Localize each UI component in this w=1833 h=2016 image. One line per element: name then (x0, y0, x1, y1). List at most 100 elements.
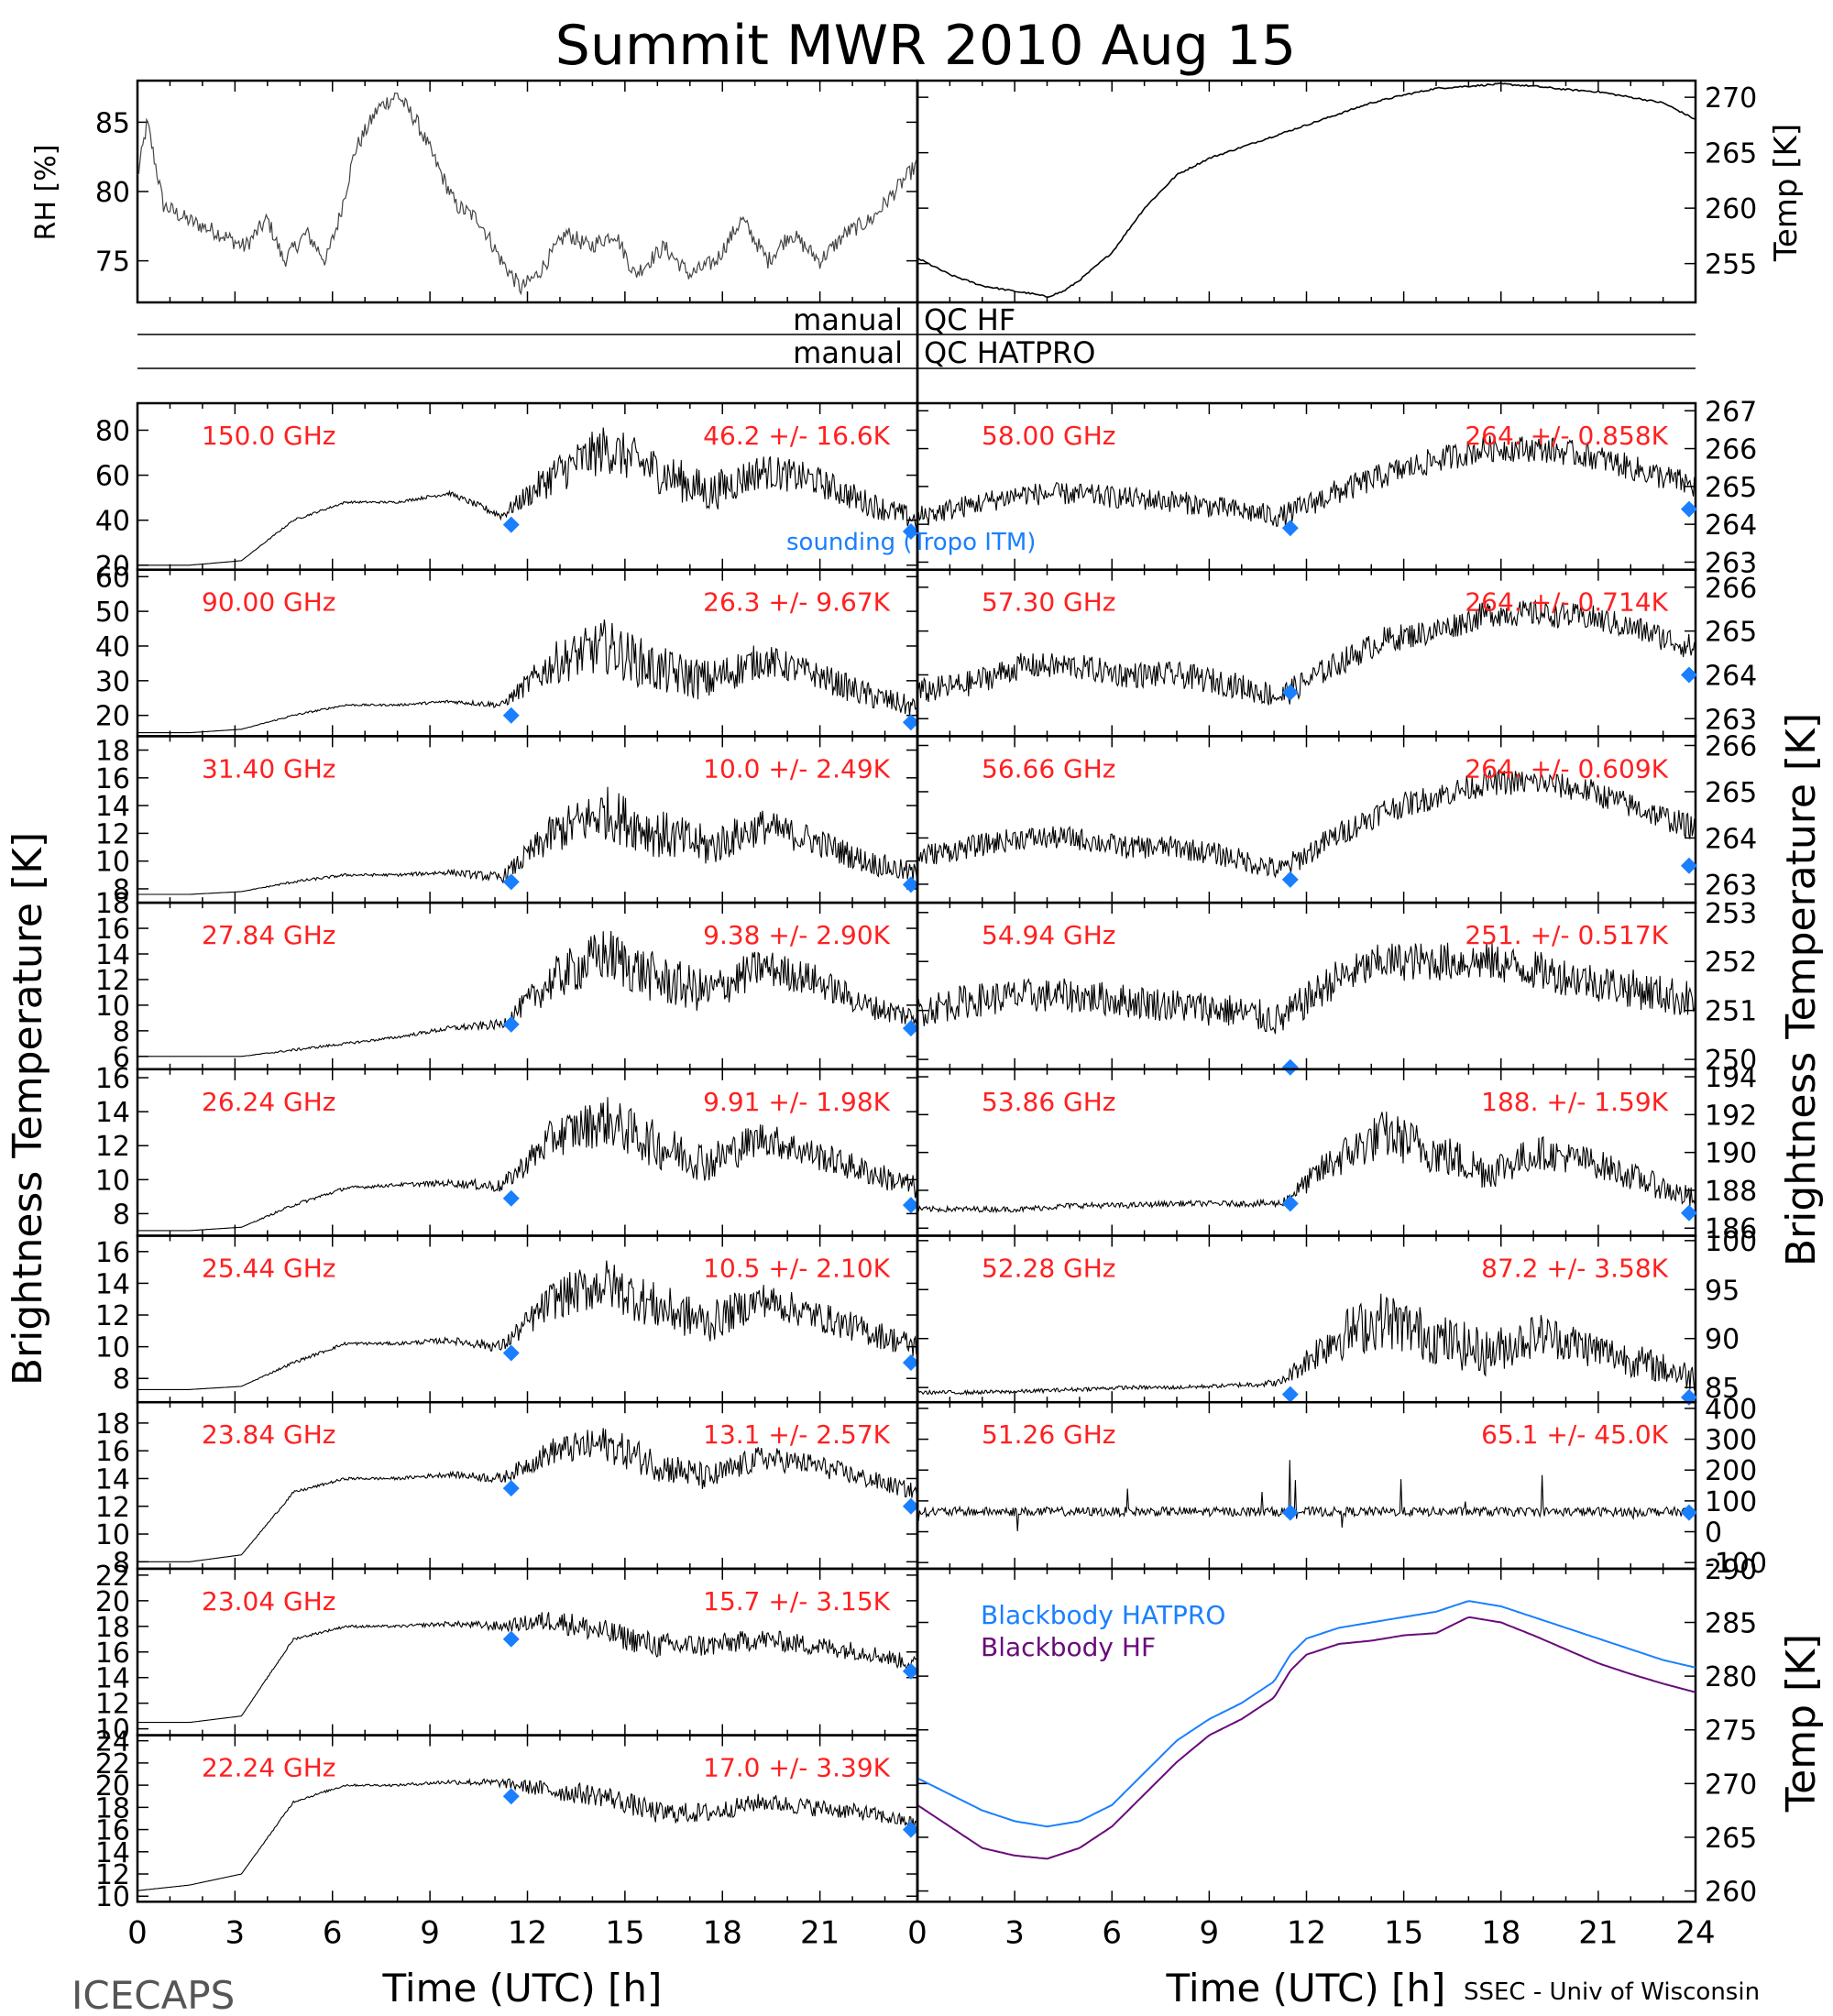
right-ylabel-brightness: Brightness Temperature [K] (1778, 713, 1825, 1266)
blackbody-hf-legend: Blackbody HF (981, 1632, 1156, 1662)
ch5228-sounding-marker (1281, 1386, 1299, 1403)
ch2224-sounding-marker (502, 1788, 520, 1805)
blackbody-hatpro-legend: Blackbody HATPRO (981, 1600, 1225, 1630)
ch2784-trace (137, 930, 918, 1057)
ch2624-sounding-marker (902, 1197, 919, 1214)
ch5386-panel-ytick-label: 186 (1705, 1213, 1757, 1245)
ch3140-sounding-marker (902, 876, 919, 893)
ch150-trace (137, 427, 918, 566)
ch3140-panel-ytick-label: 14 (95, 791, 130, 823)
blackbody-panel-ytick-label: 270 (1705, 1769, 1757, 1801)
ch2224-panel-ytick-label: 20 (95, 1770, 130, 1802)
ch90-sounding-marker (902, 714, 919, 731)
ch5800-panel-ytick-label: 263 (1705, 547, 1757, 579)
ch2384-panel-ytick-label: 14 (95, 1463, 130, 1496)
ch2544-trace (137, 1260, 918, 1390)
ch5666-freq-label: 56.66 GHz (982, 753, 1116, 783)
rh-panel-frame (136, 79, 919, 304)
ch2384-panel-ytick-label: 8 (113, 1547, 130, 1579)
ch5494-panel-ytick-label: 252 (1705, 947, 1757, 979)
temp-panel-ytick-label: 265 (1705, 138, 1757, 170)
ch90-stats-label: 26.3 +/- 9.67K (703, 587, 890, 618)
ch2784-sounding-marker (502, 1015, 520, 1033)
ch5386-sounding-marker (1281, 1195, 1299, 1212)
blackbody-panel-ytick-label: 275 (1705, 1715, 1757, 1748)
ch5730-stats-label: 264. +/- 0.714K (1465, 587, 1668, 618)
ch5386-stats-label: 188. +/- 1.59K (1481, 1087, 1668, 1117)
ch2304-panel-ytick-label: 10 (95, 1715, 130, 1747)
ch2304-panel-ytick-label: 18 (95, 1612, 130, 1644)
ch3140-panel-ytick-label: 8 (113, 874, 130, 906)
ch5386-panel-ytick-label: 192 (1705, 1100, 1757, 1132)
sounding-label: sounding (Tropo ITM) (786, 529, 1036, 556)
ch5800-sounding-marker (1680, 500, 1697, 518)
ch5126-panel-ytick-label: 400 (1705, 1394, 1757, 1426)
blackbody-panel-ytick-label: 290 (1705, 1554, 1757, 1586)
x-tick-label-right: 18 (1481, 1914, 1520, 1951)
ch2544-sounding-marker (902, 1353, 919, 1371)
ch90-trace (137, 619, 918, 734)
xlabel-right: Time (UTC) [h] (1166, 1966, 1446, 2011)
ch5386-trace (916, 1112, 1696, 1214)
rh-panel-ytick-label: 75 (95, 247, 130, 279)
ch5386-freq-label: 53.86 GHz (982, 1087, 1116, 1117)
ch2224-panel-ytick-label: 16 (95, 1815, 130, 1847)
ch5666-sounding-marker (1680, 857, 1697, 874)
ch5126-sounding-marker (1680, 1504, 1697, 1521)
ch3140-panel-ytick-label: 12 (95, 818, 130, 850)
ch2624-sounding-marker (502, 1189, 520, 1207)
ch2784-freq-label: 27.84 GHz (202, 920, 336, 950)
x-tick-label-right: 21 (1578, 1914, 1618, 1951)
temp-panel-ytick-label: 270 (1705, 82, 1757, 115)
ch5666-trace (916, 768, 1696, 879)
ch5730-panel-ytick-label: 264 (1705, 660, 1757, 692)
ch2624-trace (137, 1097, 918, 1232)
ch2624-freq-label: 26.24 GHz (202, 1087, 336, 1117)
ch2384-panel-ytick-label: 10 (95, 1519, 130, 1551)
ch90-panel-ytick-label: 60 (95, 562, 130, 594)
ch5666-panel-ytick-label: 266 (1705, 730, 1757, 762)
ch5730-trace (916, 598, 1696, 706)
ch2384-sounding-marker (902, 1497, 919, 1515)
ch2304-stats-label: 15.7 +/- 3.15K (703, 1586, 890, 1616)
ch5800-freq-label: 58.00 GHz (982, 421, 1116, 451)
ch2224-trace (137, 1778, 918, 1891)
ch5666-stats-label: 264. +/- 0.609K (1465, 753, 1668, 783)
x-tick-label-left: 0 (127, 1914, 148, 1951)
x-tick-label-right: 6 (1102, 1914, 1122, 1951)
ch150-freq-label: 150.0 GHz (202, 421, 336, 451)
footer-right: SSEC - Univ of Wisconsin (1464, 1978, 1760, 2006)
ch2544-panel-ytick-label: 10 (95, 1332, 130, 1364)
ch2784-panel-ytick-label: 6 (113, 1042, 130, 1074)
ch2624-panel-ytick-label: 10 (95, 1165, 130, 1197)
ch150-panel-ytick-label: 20 (95, 551, 130, 583)
ch5386-panel-ytick-label: 194 (1705, 1062, 1757, 1094)
ch90-panel-ytick-label: 20 (95, 701, 130, 733)
ch2624-panel-ytick-label: 14 (95, 1097, 130, 1129)
ch5228-freq-label: 52.28 GHz (982, 1254, 1116, 1284)
ch90-panel-ytick-label: 30 (95, 666, 130, 698)
ch2304-sounding-marker (902, 1662, 919, 1680)
ch2384-sounding-marker (502, 1480, 520, 1497)
ch90-freq-label: 90.00 GHz (202, 587, 336, 618)
ch5386-panel-ytick-label: 190 (1705, 1138, 1757, 1170)
ch2544-freq-label: 25.44 GHz (202, 1254, 336, 1284)
ch5494-stats-label: 251. +/- 0.517K (1465, 920, 1668, 950)
ch90-panel-ytick-label: 50 (95, 597, 130, 629)
ch5494-panel-ytick-label: 253 (1705, 898, 1757, 930)
ch5228-stats-label: 87.2 +/- 3.58K (1481, 1254, 1668, 1284)
ch5126-panel-ytick-label: 300 (1705, 1425, 1757, 1457)
ch5386-sounding-marker (1680, 1204, 1697, 1222)
ch3140-stats-label: 10.0 +/- 2.49K (703, 753, 890, 783)
ch2384-panel-ytick-label: 12 (95, 1492, 130, 1524)
qc-hatpro-right-label: QC HATPRO (924, 335, 1095, 370)
qc-hf-left-label: manual (793, 302, 903, 337)
blackbody-panel-ytick-label: 280 (1705, 1661, 1757, 1693)
temp-panel-ytick-label: 260 (1705, 193, 1757, 225)
ch2304-panel-ytick-label: 14 (95, 1663, 130, 1695)
x-tick-label-left: 18 (703, 1914, 742, 1951)
x-tick-label-right: 0 (907, 1914, 927, 1951)
ch150-stats-label: 46.2 +/- 16.6K (703, 421, 890, 451)
